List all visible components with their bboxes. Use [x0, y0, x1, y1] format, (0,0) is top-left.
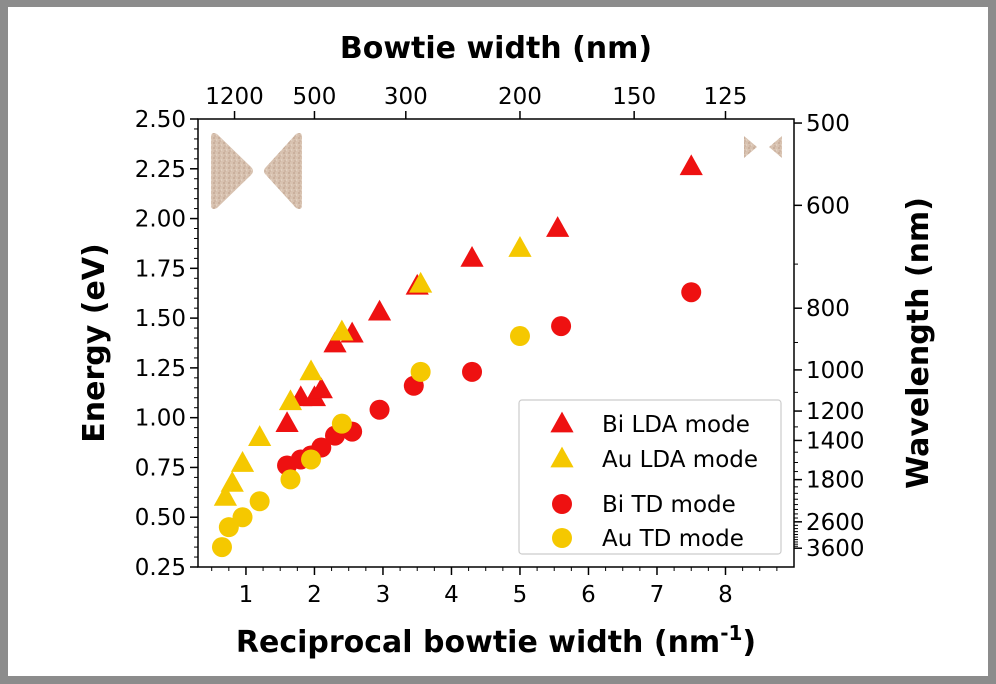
top-tick-label: 300 — [384, 84, 428, 110]
data-point — [509, 326, 530, 347]
data-point — [275, 411, 299, 433]
right-tick-label: 1400 — [806, 428, 865, 454]
data-point — [410, 361, 431, 382]
x-axis-title: Reciprocal bowtie width (nm-1) — [236, 621, 756, 660]
plot-area — [197, 118, 795, 568]
data-point — [299, 359, 323, 381]
right-tick-label: 1800 — [806, 468, 865, 494]
data-markers — [211, 154, 703, 558]
data-point — [681, 282, 702, 303]
top-tick-label: 200 — [498, 84, 542, 110]
data-point — [301, 449, 322, 470]
data-point — [278, 389, 303, 411]
right-tick-label: 1200 — [806, 399, 865, 425]
top-axis: 1200 500 300 200 150 125 — [205, 84, 747, 119]
y-tick-label: 2.50 — [135, 107, 186, 133]
scatter-chart: 0.25 0.50 0.75 1.00 1.25 1.50 1.75 2.00 2.25 2.50… — [77, 31, 936, 660]
bowtie-small-image — [744, 136, 782, 158]
legend-marker — [550, 411, 574, 433]
legend: Bi LDA mode Au LDA mode Bi TD mode Au TD mo… — [518, 399, 782, 555]
right-tick-label: 500 — [806, 111, 850, 137]
data-point — [462, 361, 483, 382]
y-tick-label: 1.00 — [135, 406, 186, 432]
series-au-lda-mode — [213, 236, 532, 506]
y-tick-label: 0.25 — [135, 555, 186, 581]
series-bi-lda-mode — [275, 154, 703, 433]
figure-frame: 0.25 0.50 0.75 1.00 1.25 1.50 1.75 2.00 2.25 2.50… — [8, 7, 988, 676]
legend-box — [518, 399, 782, 555]
right-tick-label: 800 — [806, 296, 850, 322]
y-tick-label: 1.25 — [135, 356, 186, 382]
legend-marker — [552, 528, 572, 548]
data-point — [508, 236, 532, 257]
legend-label: Bi LDA mode — [602, 412, 750, 438]
data-point — [230, 451, 255, 472]
data-point — [280, 469, 301, 490]
x-tick-label: 7 — [650, 582, 665, 608]
right-tick-label: 1000 — [806, 358, 865, 384]
x-tick-label: 1 — [239, 582, 254, 608]
data-point — [248, 425, 272, 446]
x-tick-label: 5 — [513, 582, 528, 608]
y-tick-label: 0.50 — [135, 505, 186, 531]
legend-marker — [550, 446, 574, 468]
data-point — [546, 216, 570, 237]
x-tick-label: 2 — [307, 582, 322, 608]
series-au-td-mode — [211, 326, 530, 558]
x-axis: 1 2 3 4 5 6 7 8 — [211, 567, 778, 608]
data-point — [220, 470, 244, 492]
x-tick-label: 4 — [444, 582, 459, 608]
top-tick-label: 500 — [293, 84, 337, 110]
y-tick-label: 2.00 — [135, 207, 186, 233]
y-tick-label: 1.75 — [135, 256, 186, 282]
data-point — [367, 299, 392, 321]
data-point — [330, 319, 354, 341]
x-tick-label: 3 — [376, 582, 391, 608]
data-point — [213, 484, 238, 506]
y-tick-label: 0.75 — [135, 455, 186, 481]
data-point — [249, 491, 270, 512]
data-point — [369, 399, 390, 420]
legend-label: Au TD mode — [602, 526, 744, 552]
x-tick-label: 8 — [718, 582, 733, 608]
data-point — [679, 154, 703, 176]
top-axis-title: Bowtie width (nm) — [340, 31, 652, 66]
top-tick-label: 125 — [704, 84, 748, 110]
y-tick-label: 1.50 — [135, 306, 186, 332]
data-point — [551, 316, 572, 337]
data-point — [218, 517, 239, 538]
right-tick-label: 600 — [806, 193, 850, 219]
right-tick-label: 3600 — [806, 536, 865, 562]
legend-marker — [552, 494, 572, 514]
top-tick-label: 1200 — [205, 84, 264, 110]
x-tick-label: 6 — [581, 582, 596, 608]
data-point — [409, 271, 433, 293]
legend-label: Bi TD mode — [602, 492, 736, 518]
data-point — [309, 377, 333, 399]
y-axis: 0.25 0.50 0.75 1.00 1.25 1.50 1.75 2.00 2.25 2.50 — [135, 107, 198, 581]
right-tick-label: 2600 — [806, 510, 865, 536]
bowtie-large-image — [211, 133, 302, 209]
data-point — [211, 537, 232, 558]
top-tick-label: 150 — [612, 84, 656, 110]
data-point — [460, 245, 484, 267]
y-axis-title: Energy (eV) — [77, 243, 112, 442]
data-point — [323, 331, 347, 353]
data-point — [331, 413, 352, 434]
right-axis-title: Wavelength (nm) — [901, 197, 936, 489]
data-point — [232, 507, 253, 528]
legend-label: Au LDA mode — [602, 447, 758, 473]
y-tick-label: 2.25 — [135, 157, 186, 183]
